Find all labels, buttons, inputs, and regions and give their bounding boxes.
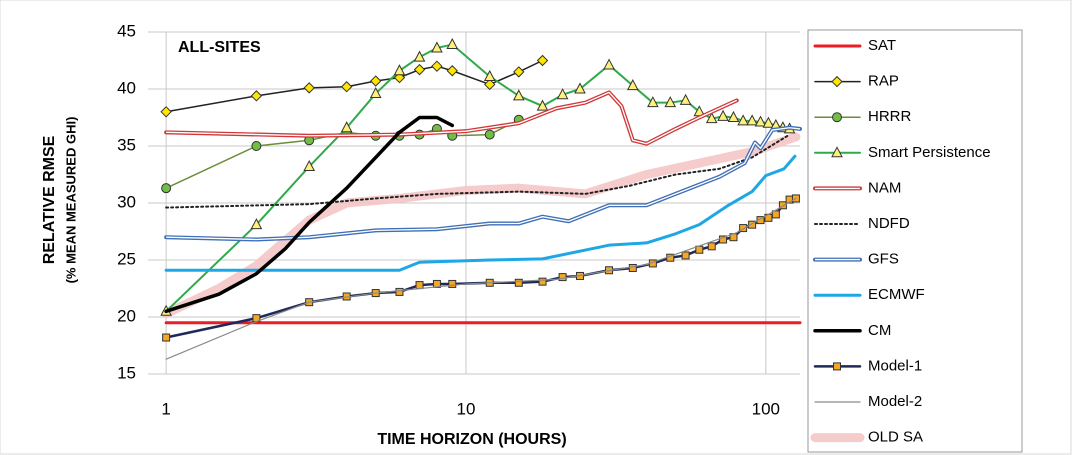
marker [484,129,495,140]
marker [303,159,316,172]
marker [370,75,382,87]
series-line [164,154,797,272]
marker [483,69,496,81]
marker [628,263,637,272]
y-tick-label: 40 [117,78,136,97]
marker [536,54,549,67]
legend-marker [831,75,843,88]
marker [393,64,406,76]
marker [754,115,767,127]
plot [160,37,802,360]
marker [647,96,659,108]
marker [413,50,426,62]
marker [161,183,172,194]
legend-label: Smart Persistence [868,144,991,161]
marker [446,65,458,77]
legend-marker [833,362,841,371]
marker [574,82,586,94]
marker [556,88,569,100]
marker [415,281,424,290]
marker [536,99,549,111]
y-tick-label: 20 [117,306,136,325]
marker [681,251,690,260]
marker [603,58,615,70]
legend-box [807,29,1023,453]
y-tick-label: 25 [117,249,136,268]
legend-label: GFS [868,251,899,268]
series-line [165,133,791,209]
legend-label: SAT [868,37,896,54]
legend-label: Model-1 [868,357,922,374]
marker [707,242,716,251]
legend-label: NAM [868,179,901,196]
marker [162,333,171,342]
x-axis-title: TIME HORIZON (HOURS) [377,431,566,448]
marker [395,287,404,296]
y-axis-title: RELATIVE RMSE [41,135,58,264]
series-line [165,59,544,113]
marker [250,90,263,102]
marker [626,79,639,91]
x-tick-label: 1 [161,399,170,418]
y-tick-label: 15 [117,363,136,382]
annotation: ALL-SITES [178,39,261,56]
legend-label: RAP [868,73,899,90]
legend-label: OLD SA [868,429,923,446]
marker [746,114,758,126]
x-tick-label: 100 [752,399,780,418]
legend-label: ECMWF [868,286,925,303]
legend-label: CM [868,322,891,339]
marker [340,81,353,93]
marker [413,63,426,76]
marker [558,273,567,282]
series-line [165,197,797,360]
x-tick-label: 10 [457,399,476,418]
marker [512,89,525,101]
series-line-inner [166,127,801,241]
marker [251,141,262,151]
marker [160,106,172,118]
marker [369,86,382,99]
y-tick-label: 30 [117,192,136,211]
marker [431,60,443,72]
marker [778,201,787,210]
marker [727,110,740,122]
legend-label: NDFD [868,215,910,232]
marker [717,109,729,121]
series-line-inner [166,91,738,145]
marker [250,218,263,230]
legend-marker [832,112,842,123]
marker [679,93,692,105]
series-line [161,132,801,319]
y-axis-subtitle: (% MEAN MEASURED GHI) [63,117,78,284]
marker [513,66,525,78]
marker [737,114,749,126]
y-tick-label: 35 [117,135,136,154]
marker [739,224,748,233]
series-line [164,115,455,314]
marker [748,220,757,229]
marker [303,82,315,94]
marker [762,116,775,128]
marker [514,278,523,287]
marker [484,78,496,91]
legend-label: Model-2 [868,393,922,410]
marker [431,41,443,53]
marker [340,121,353,133]
marker [446,37,459,50]
marker [664,96,677,108]
marker [538,277,547,286]
marker [705,112,718,124]
marker [448,279,457,288]
legend-marker [831,146,843,158]
y-tick-label: 45 [117,21,136,40]
legend: SAT RAP HRRR Smart Persistence NAM NDFD GFS ECM… [810,37,991,446]
legend-label: HRRR [868,108,911,125]
marker [771,210,780,219]
marker [719,235,728,244]
marker [756,216,765,225]
